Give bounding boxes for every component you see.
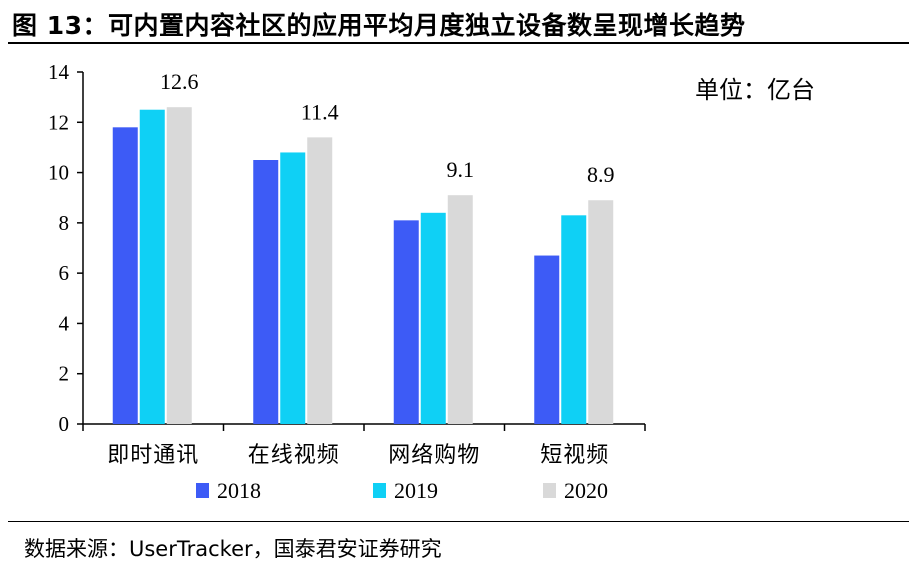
y-tick-label-0: 0 — [59, 412, 70, 436]
bar-2018-即时通讯 — [112, 127, 138, 425]
y-tick-label-6: 6 — [59, 261, 70, 285]
y-tick-label-2: 2 — [59, 362, 70, 386]
legend-label-2018: 2018 — [217, 478, 261, 503]
legend-swatch-2020 — [543, 483, 556, 498]
chart-title: 图 13：可内置内容社区的应用平均月度独立设备数呈现增长趋势 — [12, 11, 746, 40]
chart-legend: 2018 2019 2020 — [196, 478, 608, 503]
bar-2019-在线视频 — [280, 152, 306, 424]
data-label: 8.9 — [587, 162, 615, 187]
bar-2020-短视频 — [588, 200, 614, 424]
bar-2020-在线视频 — [307, 137, 333, 424]
y-tick-label-12: 12 — [48, 110, 69, 134]
legend-label-2019: 2019 — [394, 478, 438, 503]
bar-chart: 单位：亿台 0 2 4 6 8 10 12 14 即时通讯 在线视频 网络购物 短视频 12.6 11.… — [48, 60, 815, 503]
data-label: 11.4 — [301, 99, 339, 124]
bar-2018-短视频 — [534, 255, 560, 424]
bar-2018-网络购物 — [393, 220, 419, 424]
bar-2019-网络购物 — [420, 212, 446, 424]
legend-swatch-2018 — [196, 483, 209, 498]
x-category-label: 短视频 — [540, 443, 609, 468]
data-label: 12.6 — [160, 69, 199, 94]
chart-bars — [112, 107, 614, 425]
title-divider — [8, 42, 909, 44]
y-tick-label-14: 14 — [48, 60, 70, 84]
bar-2020-即时通讯 — [166, 107, 192, 424]
unit-label: 单位：亿台 — [695, 76, 815, 104]
chart-labels: 12.6 11.4 9.1 8.9 — [160, 69, 615, 187]
x-category-label: 在线视频 — [248, 443, 340, 468]
bar-2020-网络购物 — [447, 195, 473, 424]
legend-label-2020: 2020 — [564, 478, 608, 503]
y-tick-label-8: 8 — [59, 211, 70, 235]
source-note: 数据来源：UserTracker，国泰君安证券研究 — [24, 537, 442, 561]
chart-axes: 0 2 4 6 8 10 12 14 即时通讯 在线视频 网络购物 短视频 — [48, 60, 646, 468]
x-category-label: 网络购物 — [388, 443, 480, 468]
footer-divider — [8, 521, 909, 522]
y-tick-label-4: 4 — [59, 311, 70, 335]
legend-swatch-2019 — [373, 483, 386, 498]
data-label: 9.1 — [447, 157, 475, 182]
y-tick-label-10: 10 — [48, 161, 69, 185]
x-category-label: 即时通讯 — [107, 443, 199, 468]
bar-2018-在线视频 — [253, 160, 279, 424]
bar-2019-短视频 — [561, 215, 587, 424]
bar-2019-即时通讯 — [139, 109, 165, 424]
